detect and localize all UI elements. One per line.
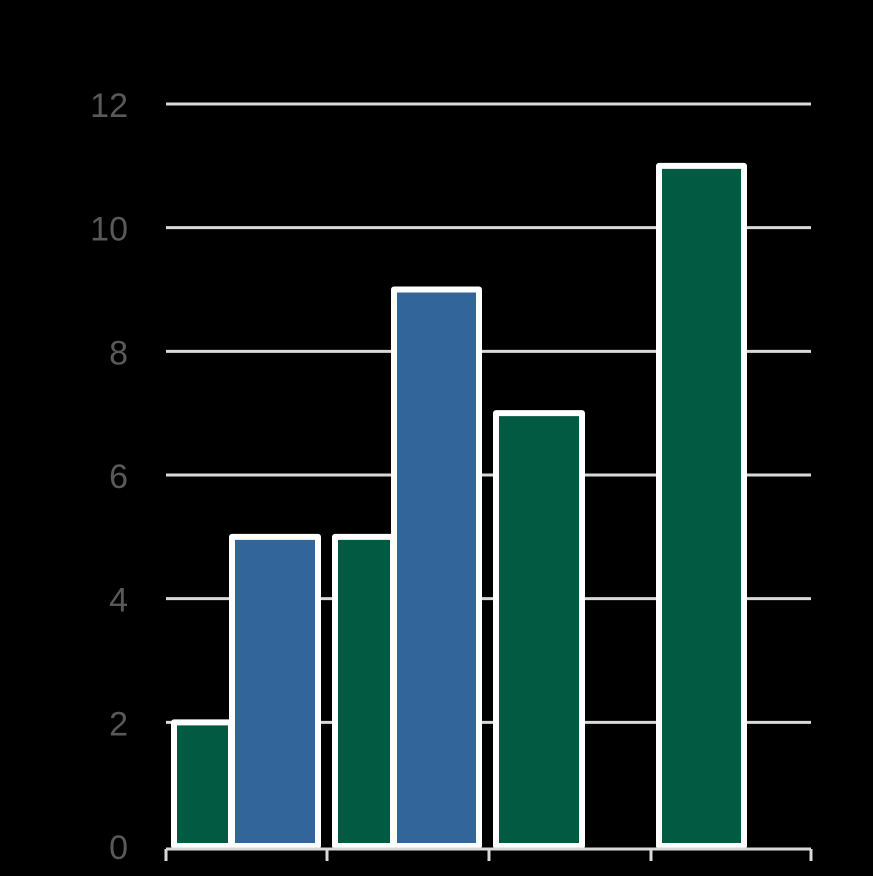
y-tick-label-6: 6: [109, 458, 128, 496]
bar-group3-green: [493, 410, 585, 849]
bar-group1-green: [171, 719, 234, 849]
y-tick-label-2: 2: [109, 705, 128, 743]
bar-group2-blue: [391, 286, 482, 849]
y-tick-label-10: 10: [90, 211, 128, 249]
y-tick-label-4: 4: [109, 582, 128, 620]
y-tick-label-0: 0: [109, 829, 128, 867]
y-axis-tick-labels: 0 2 4 6 8 10 12: [90, 87, 128, 867]
y-tick-label-8: 8: [109, 334, 128, 372]
bar-group2-green: [332, 533, 396, 849]
bar-group1-blue: [229, 533, 321, 849]
bars: [171, 162, 747, 850]
x-axis: [164, 847, 813, 861]
y-tick-label-12: 12: [90, 87, 128, 125]
bar-group4-green: [656, 162, 747, 850]
